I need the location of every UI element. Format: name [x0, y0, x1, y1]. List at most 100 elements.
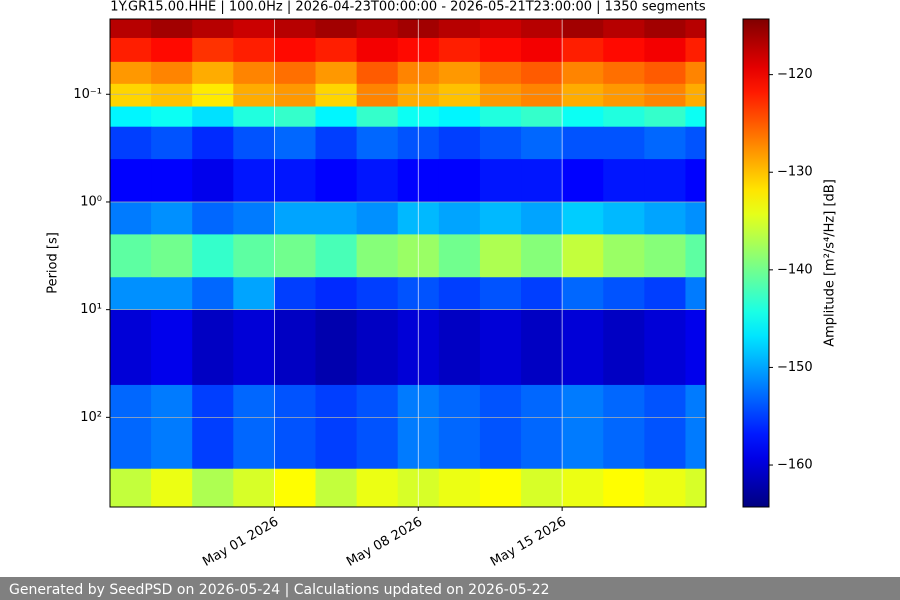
heatmap-cell — [438, 384, 481, 470]
heatmap-cell — [315, 309, 358, 386]
y-axis-label: Period [s] — [46, 232, 61, 294]
heatmap-cell — [356, 159, 399, 203]
heatmap-cell — [685, 384, 707, 470]
heatmap-cell — [356, 61, 399, 85]
heatmap-cell — [562, 384, 604, 470]
heatmap-cell — [151, 277, 193, 311]
heatmap-cell — [274, 384, 317, 470]
heatmap-cell — [315, 19, 358, 39]
heatmap-cell — [151, 384, 193, 470]
heatmap-cell — [521, 106, 563, 128]
heatmap-cell — [356, 19, 399, 39]
heatmap-cell — [356, 384, 399, 470]
heatmap-cell — [110, 468, 152, 508]
heatmap-cell — [151, 83, 193, 108]
x-tick-label: May 01 2026 — [200, 515, 281, 570]
colorbar-tick-label: −120 — [777, 67, 813, 82]
heatmap-cell — [151, 61, 193, 85]
heatmap-cell — [438, 309, 481, 386]
heatmap-cell — [110, 201, 152, 235]
heatmap-cell — [685, 234, 707, 278]
heatmap-cell — [479, 19, 522, 39]
heatmap-cell — [192, 61, 234, 85]
heatmap-cell — [685, 277, 707, 311]
heatmap-cell — [274, 61, 317, 85]
heatmap-cell — [562, 309, 604, 386]
heatmap-cell — [644, 61, 686, 85]
colorbar-tick-label: −160 — [777, 458, 813, 473]
heatmap-cell — [685, 19, 707, 39]
heatmap-cell — [192, 277, 234, 311]
heatmap-cell — [479, 159, 522, 203]
heatmap-cell — [233, 37, 275, 63]
heatmap-cell — [685, 309, 707, 386]
heatmap-cell — [685, 106, 707, 128]
heatmap-cell — [521, 159, 563, 203]
heatmap-cell — [356, 83, 399, 108]
heatmap-cell — [603, 159, 645, 203]
heatmap-cell — [644, 106, 686, 128]
heatmap-cell — [274, 83, 317, 108]
footer-bar — [0, 577, 900, 600]
heatmap-cell — [356, 234, 399, 278]
heatmap-cell — [438, 201, 481, 235]
heatmap-cell — [603, 61, 645, 85]
heatmap-cell — [315, 126, 358, 160]
heatmap-cell — [274, 277, 317, 311]
heatmap-cell — [151, 201, 193, 235]
heatmap-cell — [521, 309, 563, 386]
heatmap-cell — [233, 83, 275, 108]
footer-text: Generated by SeedPSD on 2026-05-24 | Cal… — [9, 582, 550, 598]
heatmap-cell — [438, 83, 481, 108]
heatmap-cell — [685, 126, 707, 160]
heatmap-cell — [562, 83, 604, 108]
heatmap-cell — [356, 309, 399, 386]
plot-frame — [109, 18, 707, 508]
heatmap-cell — [438, 106, 481, 128]
heatmap-cell — [438, 126, 481, 160]
heatmap-cell — [685, 37, 707, 63]
heatmap-cell — [110, 19, 152, 39]
heatmap-cell — [438, 37, 481, 63]
heatmap-cell — [110, 61, 152, 85]
heatmap-cell — [562, 159, 604, 203]
heatmap-cell — [438, 277, 481, 311]
heatmap-cell — [685, 83, 707, 108]
heatmap-cell — [315, 83, 358, 108]
heatmap-cell — [151, 19, 193, 39]
heatmap-cell — [233, 234, 275, 278]
heatmap-cell — [603, 277, 645, 311]
heatmap-cell — [356, 37, 399, 63]
heatmap-cell — [521, 19, 563, 39]
heatmap-cell — [233, 159, 275, 203]
heatmap-cell — [562, 201, 604, 235]
heatmap-cell — [521, 201, 563, 235]
heatmap-cell — [151, 468, 193, 508]
heatmap-cell — [521, 61, 563, 85]
heatmap-cell — [479, 234, 522, 278]
heatmap-cell — [233, 61, 275, 85]
heatmap-cell — [110, 277, 152, 311]
heatmap-cell — [356, 277, 399, 311]
heatmap-cell — [644, 277, 686, 311]
heatmap-cell — [151, 159, 193, 203]
heatmap-cell — [274, 126, 317, 160]
heatmap-cell — [192, 234, 234, 278]
heatmap-cell — [603, 468, 645, 508]
heatmap-cell — [315, 201, 358, 235]
heatmap-cell — [233, 277, 275, 311]
colorbar — [742, 18, 770, 508]
heatmap-cell — [110, 309, 152, 386]
heatmap-cell — [644, 126, 686, 160]
heatmap-cell — [315, 384, 358, 470]
heatmap-cell — [274, 37, 317, 63]
heatmap-cell — [603, 37, 645, 63]
heatmap-cell — [192, 309, 234, 386]
y-tick-label: 10⁻¹ — [73, 87, 102, 102]
heatmap-cell — [356, 106, 399, 128]
heatmap-cell — [274, 106, 317, 128]
heatmap-cell — [479, 309, 522, 386]
heatmap-cell — [192, 201, 234, 235]
heatmap-cell — [479, 61, 522, 85]
